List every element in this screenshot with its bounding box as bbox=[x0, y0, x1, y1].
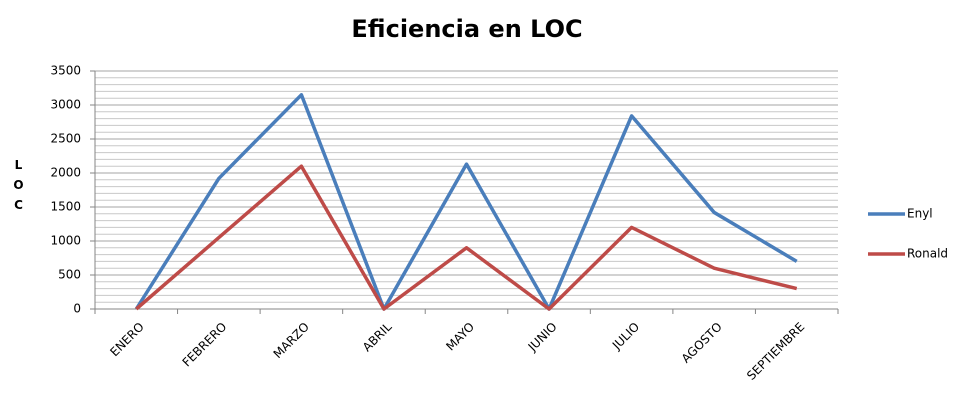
x-tick-label: JULIO bbox=[609, 320, 642, 353]
legend-label: Enyl bbox=[907, 207, 933, 221]
x-tick-label: MAYO bbox=[443, 320, 477, 354]
data-line bbox=[134, 93, 798, 311]
x-tick-label: ENERO bbox=[107, 320, 147, 360]
x-tick-label: MARZO bbox=[271, 320, 312, 361]
x-tick-label: ABRIL bbox=[360, 319, 395, 354]
x-tick-label: FEBRERO bbox=[180, 320, 230, 370]
y-tick-label: 1500 bbox=[50, 200, 81, 214]
y-tick-label: 500 bbox=[58, 268, 81, 282]
x-tick-label: JUNIO bbox=[525, 320, 560, 355]
y-tick-label: 1000 bbox=[50, 234, 81, 248]
y-tick-label: 0 bbox=[73, 302, 81, 316]
y-tick-label: 2000 bbox=[50, 166, 81, 180]
x-tick-label: AGOSTO bbox=[679, 320, 725, 366]
chart-title: Eficiencia en LOC bbox=[351, 15, 582, 43]
y-tick-label: 3500 bbox=[50, 64, 81, 78]
y-axis-label: LOC bbox=[12, 158, 26, 218]
legend-label: Ronald bbox=[907, 247, 948, 261]
data-line bbox=[135, 164, 798, 311]
y-tick-label: 2500 bbox=[50, 132, 81, 146]
y-tick-label: 3000 bbox=[50, 98, 81, 112]
x-tick-label: SEPTIEMBRE bbox=[744, 320, 807, 383]
